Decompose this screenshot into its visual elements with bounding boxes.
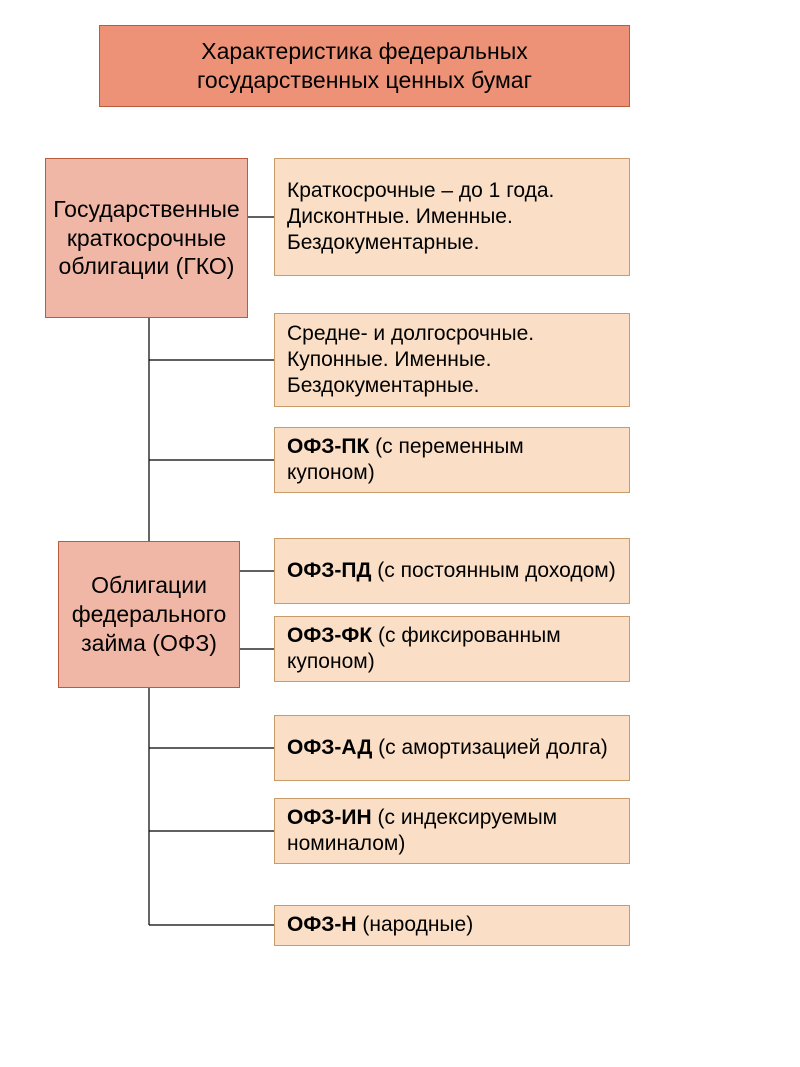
detail-ofz-pd-text: ОФЗ-ПД (с постоянным доходом) (287, 558, 616, 584)
detail-ofz-pd: ОФЗ-ПД (с постоянным доходом) (274, 538, 630, 604)
detail-ofz-ad: ОФЗ-АД (с амортизацией долга) (274, 715, 630, 781)
detail-ofz-n: ОФЗ-Н (народные) (274, 905, 630, 946)
detail-ofz-n-text: ОФЗ-Н (народные) (287, 912, 473, 938)
detail-ofz-general: Средне- и долгосрочные. Купонные. Именны… (274, 313, 630, 407)
detail-ofz-in: ОФЗ-ИН (с индексируемым номиналом) (274, 798, 630, 864)
detail-ofz-fk-text: ОФЗ-ФК (с фиксированным купоном) (287, 623, 617, 676)
diagram-title: Характеристика федеральных государственн… (99, 25, 630, 107)
category-gko: Государственные краткосрочные облигации … (45, 158, 248, 318)
detail-ofz-pk-text: ОФЗ-ПК (с переменным купоном) (287, 434, 617, 487)
detail-ofz-fk: ОФЗ-ФК (с фиксированным купоном) (274, 616, 630, 682)
detail-ofz-in-text: ОФЗ-ИН (с индексируемым номиналом) (287, 805, 617, 858)
detail-ofz-ad-text: ОФЗ-АД (с амортизацией долга) (287, 735, 608, 761)
detail-ofz-general-text: Средне- и долгосрочные. Купонные. Именны… (287, 321, 617, 400)
category-ofz: Облигации федерального займа (ОФЗ) (58, 541, 240, 688)
detail-gko: Краткосрочные – до 1 года. Дисконтные. И… (274, 158, 630, 276)
detail-gko-text: Краткосрочные – до 1 года. Дисконтные. И… (287, 178, 617, 257)
detail-ofz-pk: ОФЗ-ПК (с переменным купоном) (274, 427, 630, 493)
